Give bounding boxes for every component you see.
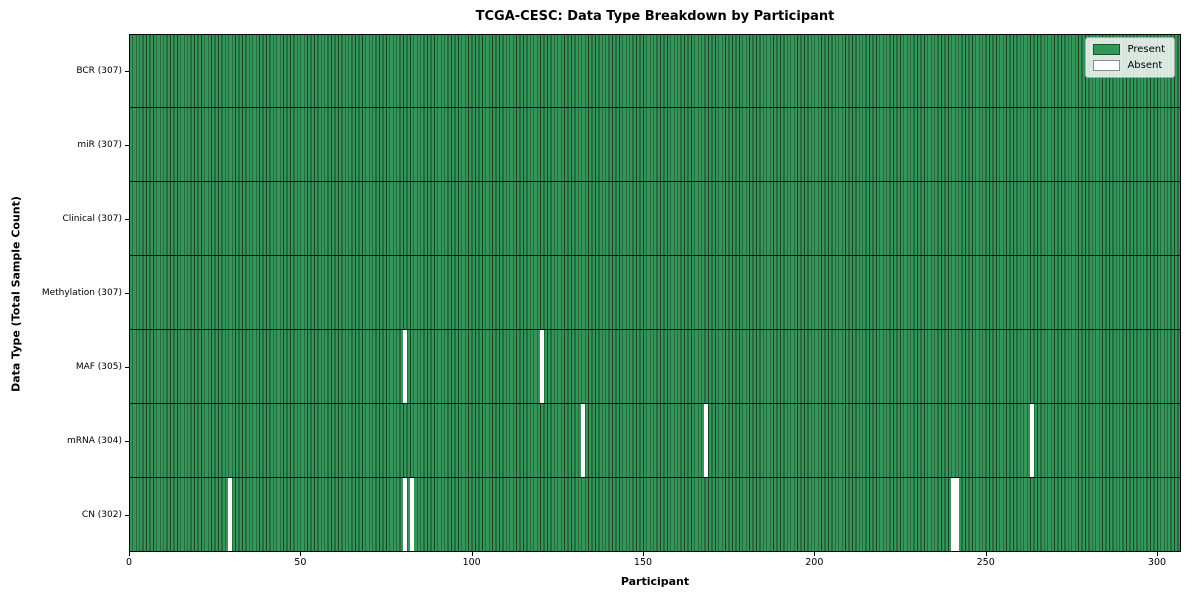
heatmap-row [129, 108, 1181, 182]
legend: Present Absent [1085, 37, 1175, 78]
x-tick-mark [985, 552, 987, 556]
x-tick-mark [1157, 552, 1158, 556]
absent-cell [1029, 404, 1034, 477]
x-tick-label: 50 [294, 557, 307, 568]
x-tick-mark [814, 552, 816, 556]
y-tick-label: BCR (307) [76, 66, 122, 76]
y-tick-mark [125, 71, 129, 72]
absent-cell [954, 478, 959, 552]
y-tick-label: Methylation (307) [41, 288, 122, 298]
legend-entry-absent: Absent [1093, 60, 1165, 71]
y-tick-label: MAF (305) [75, 362, 122, 372]
y-tick-mark [125, 367, 129, 368]
y-tick-label: mRNA (304) [67, 436, 122, 446]
x-tick-label: 0 [125, 557, 133, 568]
legend-entry-present: Present [1093, 44, 1165, 55]
absent-cell [402, 330, 407, 403]
x-tick-label: 100 [462, 557, 481, 568]
absent-cell [402, 478, 407, 552]
present-swatch-icon [1093, 44, 1121, 55]
y-tick-mark [125, 515, 129, 516]
absent-cell [581, 404, 586, 477]
y-tick-label: miR (307) [77, 140, 122, 150]
x-tick-label: 150 [633, 557, 653, 568]
heatmap-row [129, 256, 1181, 330]
chart-title: TCGA-CESC: Data Type Breakdown by Partic… [475, 9, 835, 24]
y-tick-mark [125, 441, 129, 442]
y-axis-label: Data Type (Total Sample Count) [9, 196, 23, 392]
absent-cell [409, 478, 414, 552]
y-tick-mark [125, 293, 129, 294]
x-tick-label: 200 [805, 557, 824, 568]
x-tick-label: 250 [976, 557, 995, 568]
y-tick-mark [125, 219, 129, 220]
x-tick-mark [471, 552, 473, 556]
absent-swatch-icon [1093, 60, 1121, 71]
absent-cell [704, 404, 709, 477]
heatmap-row [129, 478, 1181, 552]
heatmap-row [129, 34, 1181, 108]
absent-cell [228, 478, 233, 552]
plot-area: Present Absent [129, 34, 1181, 552]
x-tick-label: 300 [1147, 557, 1167, 568]
heatmap-row [129, 404, 1181, 478]
absent-cell [539, 330, 544, 403]
absent-cell [951, 478, 956, 552]
x-tick-mark [643, 552, 644, 556]
y-tick-mark [125, 145, 129, 146]
legend-label-present: Present [1127, 44, 1165, 55]
y-tick-label: Clinical (307) [62, 214, 122, 224]
legend-label-absent: Absent [1127, 60, 1163, 71]
heatmap-row [129, 330, 1181, 404]
x-tick-mark [300, 552, 302, 556]
y-tick-label: CN (302) [81, 510, 122, 520]
x-tick-mark [129, 552, 130, 556]
x-axis-label: Participant [620, 575, 690, 588]
heatmap-row [129, 182, 1181, 256]
